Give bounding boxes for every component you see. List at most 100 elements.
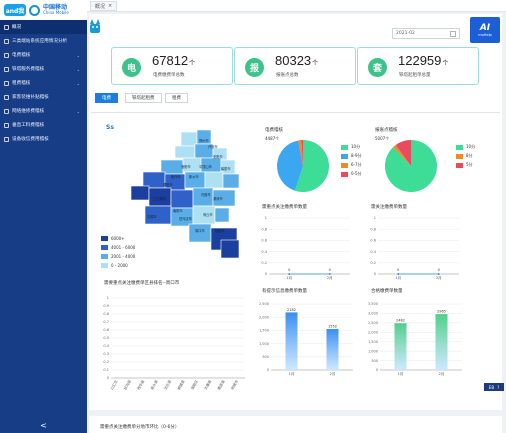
map-region[interactable] [220,239,240,259]
y-tick-label: 2,500 [259,302,269,306]
pie-slice[interactable] [277,140,303,191]
pie-slice[interactable] [301,140,303,166]
line-point[interactable] [288,273,291,275]
pie2-title: 报账点稽核 [375,128,398,133]
sidebar-item-icon [4,24,9,30]
pie-slice[interactable] [294,140,329,192]
pie1-count: 4487个 [265,136,280,141]
map-city-label: 濮阳市 [163,182,173,187]
floating-help-button[interactable]: EB ? [484,383,504,391]
pie-legend-item: 8-9分 [341,153,362,159]
y-tick-label: 0.8 [261,227,267,231]
month-picker[interactable]: 2021-02 [392,28,460,39]
stat-label: 报账点总数 [276,73,299,78]
bar[interactable] [435,314,448,370]
sidebar-item[interactable]: 租费稽核 ⌄ [0,76,87,90]
map-region[interactable] [142,171,166,189]
line2-title: 需关注缴费单数量 [371,205,407,210]
sidebar-item-label: 铁塔服务费稽核 [12,67,45,72]
sidebar-item[interactable]: 概况 [0,20,87,34]
pie-legend-item: 8分 [456,153,473,159]
y-tick-label: 0.3 [103,352,109,356]
pie-legend-item: 10分 [341,144,360,150]
sidebar-item-label: 电费稽核 [12,53,31,58]
sidebar-item-label: 设备收信费用稽核 [12,137,49,142]
business-tab[interactable]: 电费 [95,93,118,103]
x-tick-label: 郸城县 [176,379,186,391]
bottom-panel-title: 需重点关注缴费单分地市环比（0-6分） [100,425,180,430]
y-tick-label: 0.4 [103,344,109,348]
logo: and我 中国移动 China Mobile [0,0,87,20]
data-label: 0 [329,268,331,272]
map-city-label: 开封市 [208,144,218,149]
collapse-sidebar-button[interactable]: < [40,420,47,430]
pie-slice[interactable] [298,140,303,166]
tab-close-icon[interactable]: × [108,3,113,9]
map-city-label: 南阳市 [173,208,183,213]
data-label: 2182 [287,308,296,312]
sidebar-item-icon [4,52,9,58]
map-region[interactable] [222,173,240,189]
ai-help-button[interactable]: AI moHelp [470,17,500,43]
business-tab[interactable]: 租费 [165,93,188,103]
chevron-down-icon: ⌄ [76,80,80,86]
y-tick-label: 0 [267,368,269,372]
chevron-down-icon: ⌄ [76,66,80,72]
line-point[interactable] [328,273,331,275]
map-legend-swatch [101,263,108,268]
map-region[interactable] [212,189,236,207]
map-city-label: 驻马店市 [179,216,193,221]
bar[interactable] [285,312,298,370]
bar1-title: 有提示信息缴费单数量 [262,289,307,294]
stat-icon: 套 [368,58,387,77]
map-region[interactable] [214,207,230,223]
main-content: 2021-02 AI moHelp 电 67812个 电费缴费单总数报 80323个报… [89,14,502,433]
y-tick-label: 3,500 [368,302,378,306]
y-tick-label: 0.5 [103,336,109,340]
sidebar-item[interactable]: 垂直工料费稽核 [0,118,87,132]
pie-legend-label: 0-5分 [351,171,362,176]
line-point[interactable] [437,273,440,275]
sidebar-item[interactable]: 铁塔服务费稽核 ⌄ [0,62,87,76]
map-region[interactable] [170,189,194,209]
y-tick-label: 0.4 [261,250,267,254]
map-legend-item: 2001 - 4000 [101,254,135,259]
x-tick-label: 2月 [330,371,336,376]
y-tick-label: 500 [371,359,378,363]
x-tick-label: 1月 [286,275,292,280]
business-tab[interactable]: 铁塔起租费 [125,93,162,103]
y-tick-label: 2,000 [368,330,378,334]
y-tick-label: 1 [265,216,267,220]
map-city-label: 焦作市 [171,174,181,179]
data-label: 0 [397,268,399,272]
y-tick-label: 2,000 [259,315,269,319]
map-region[interactable] [188,223,212,243]
pie1-title: 电费稽核 [265,128,283,133]
pie-slice[interactable] [393,144,411,166]
sidebar-item[interactable]: 家客装维补贴稽核 [0,90,87,104]
map-region[interactable] [130,185,150,201]
pie-slice[interactable] [395,140,411,166]
pie-legend-swatch [341,144,348,150]
tab-overview[interactable]: 概况 × [90,1,118,11]
sidebar-item[interactable]: 电费稽核 ⌄ [0,48,87,62]
sidebar-item[interactable]: 设备收信费用稽核 [0,132,87,146]
sidebar-item[interactable]: 三类端站系统应用情况分析 [0,34,87,48]
map-region[interactable] [192,187,214,207]
brand-en: China Mobile [43,10,69,15]
sidebar-item[interactable]: 网络维修费稽核 ⌄ [0,104,87,118]
sidebar-item-label: 垂直工料费稽核 [12,123,45,128]
pie-legend-item: 0-5分 [341,171,362,177]
bar[interactable] [394,323,407,370]
line-point[interactable] [397,273,400,275]
pie-legend-swatch [456,144,463,150]
map-region[interactable] [174,145,196,159]
bar[interactable] [326,329,339,370]
map-region[interactable] [204,171,224,189]
map-legend-item: 6000+ [101,236,125,241]
pie-legend-label: 10分 [351,144,361,149]
float-label: EB [488,384,495,390]
map-region[interactable] [180,131,198,147]
pie-legend-item: 6-7分 [341,162,362,168]
y-tick-label: 0.6 [370,239,376,243]
